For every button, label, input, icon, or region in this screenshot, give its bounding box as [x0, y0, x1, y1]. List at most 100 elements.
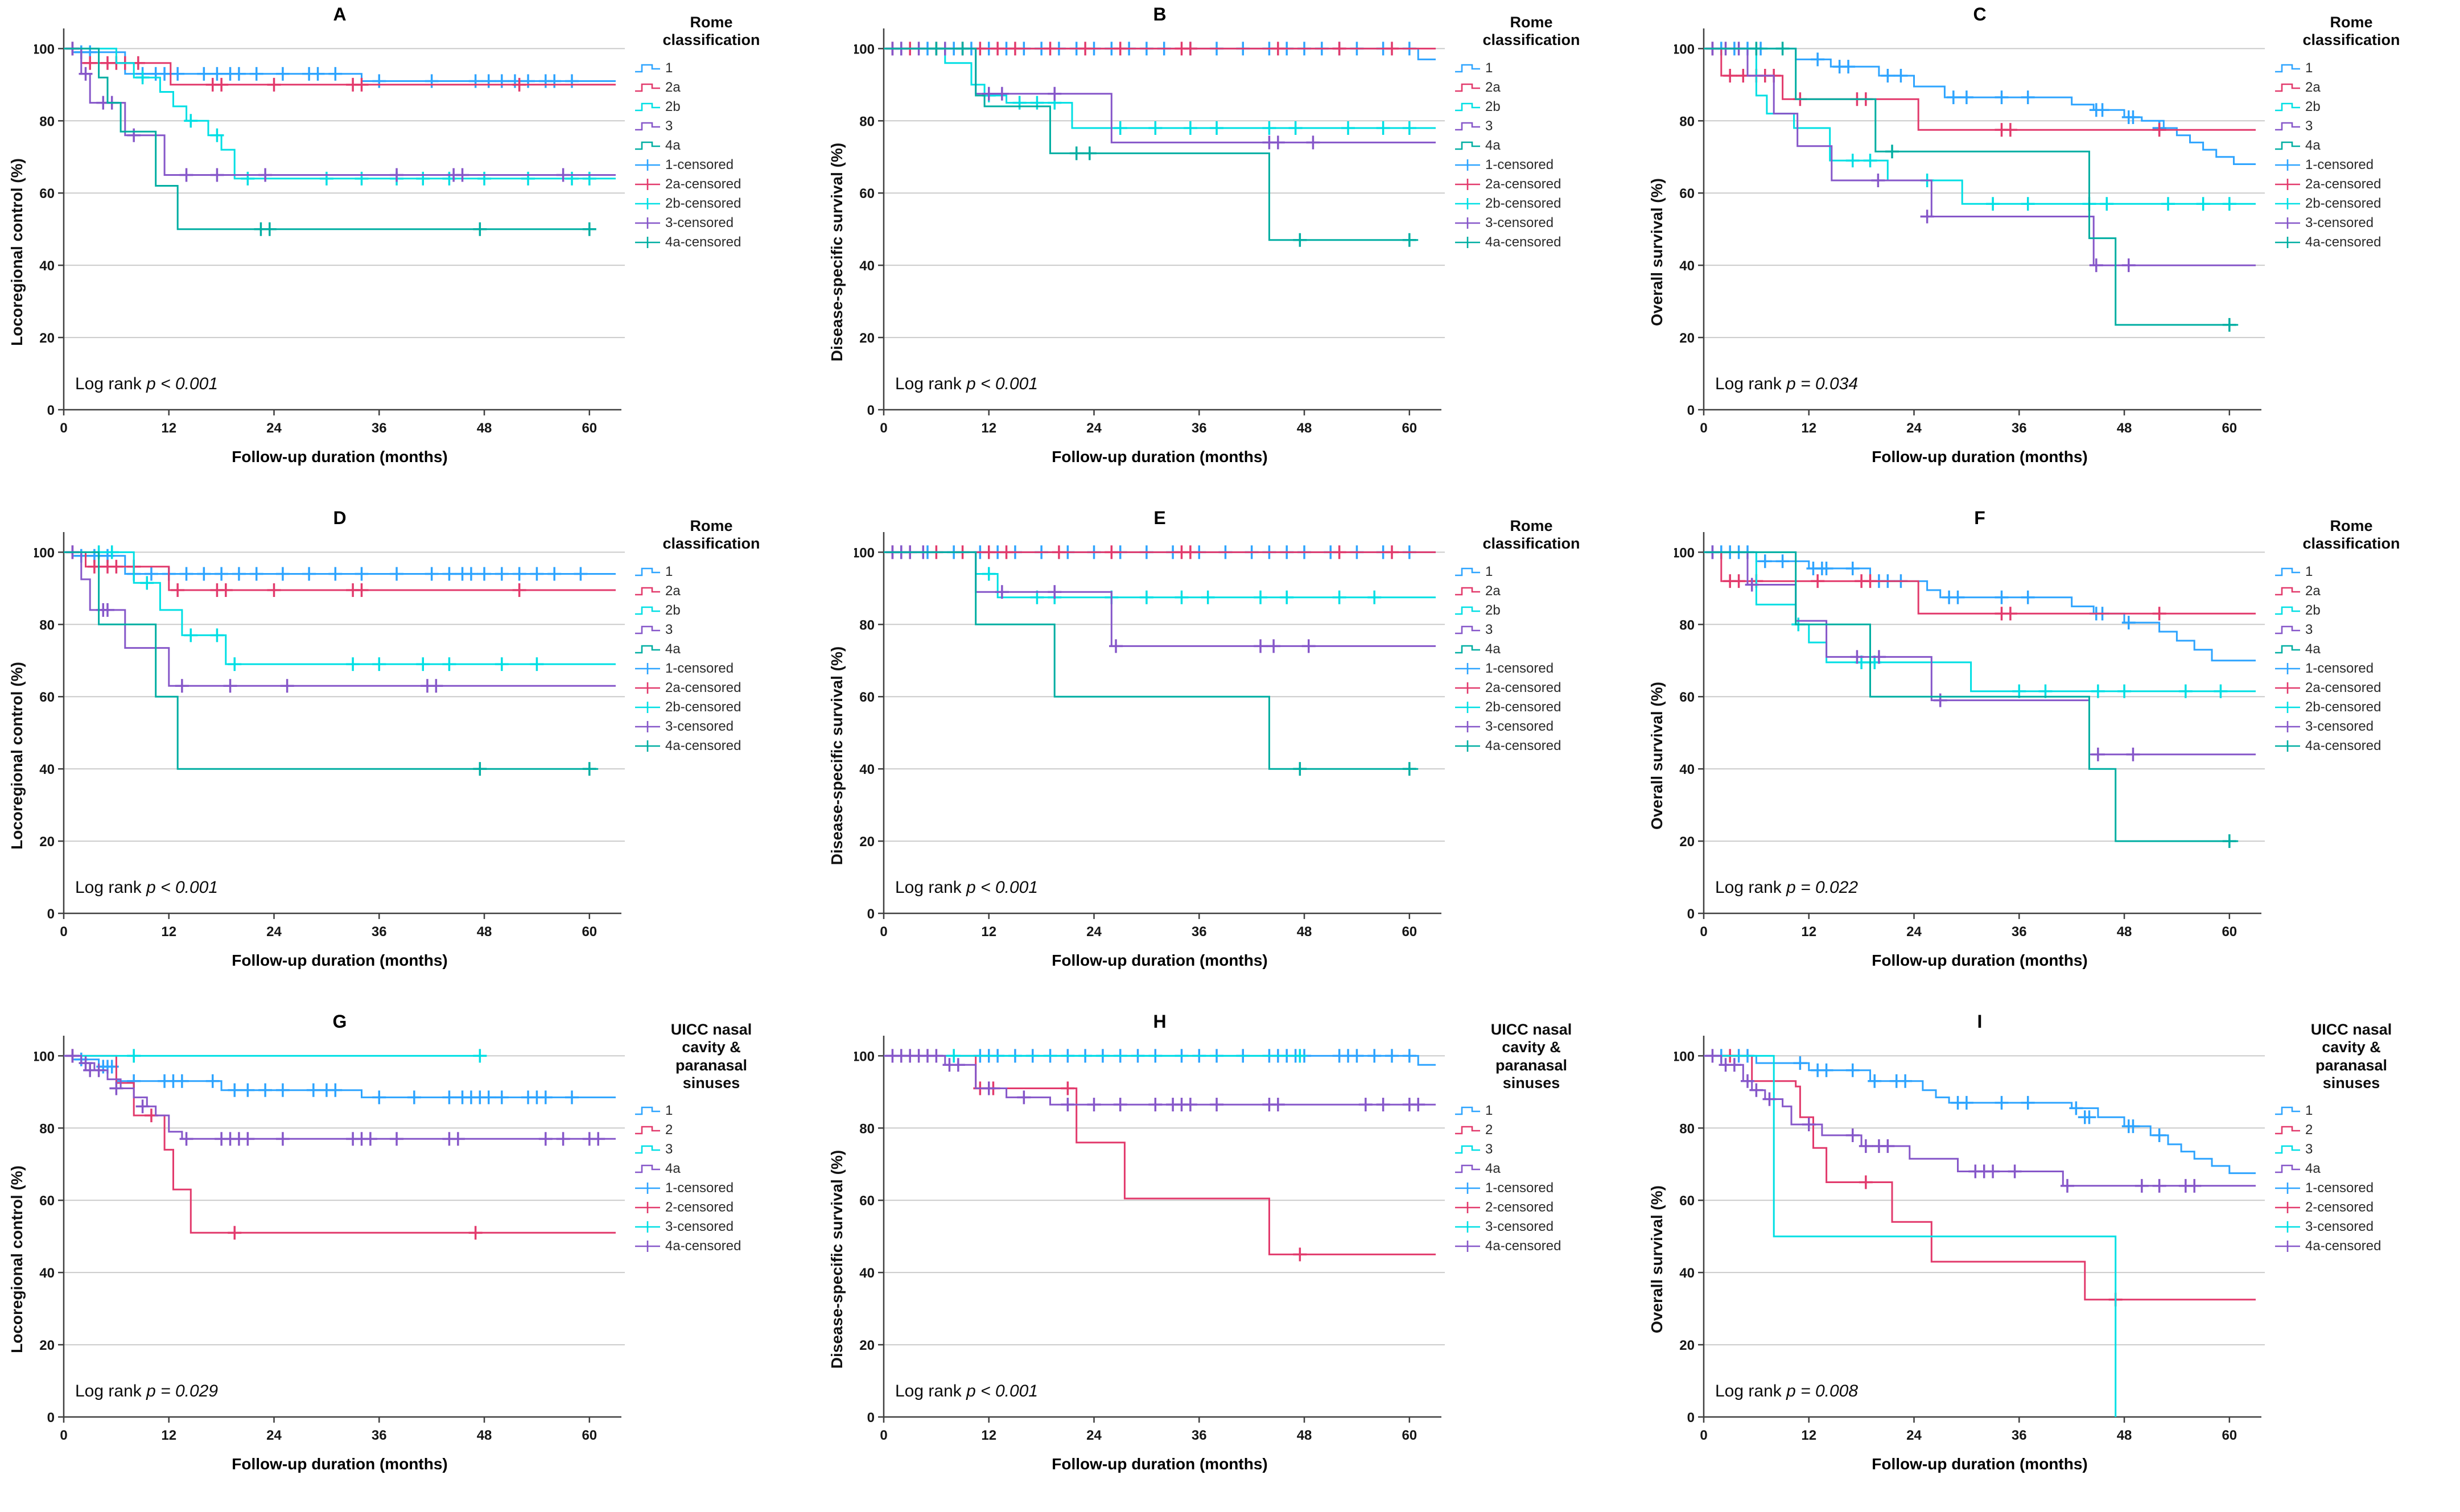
log-rank-p-value: p < 0.001 [966, 1382, 1038, 1400]
step-glyph [635, 625, 660, 634]
x-axis-title: Follow-up duration (months) [232, 1455, 447, 1473]
step-glyph [1455, 567, 1480, 576]
y-tick-label: 0 [47, 403, 55, 418]
legend-item-4a: 4a [1454, 136, 1634, 155]
legend-item-2b: 2b [634, 97, 814, 117]
legend-rome: Rome classification 1 2a 2b 3 4a 1-censored 2a-c… [626, 0, 814, 504]
step-line-icon [2275, 83, 2300, 92]
legend-item-3-censored: 3-censored [2274, 1217, 2454, 1237]
y-tick-label: 80 [859, 114, 875, 129]
step-glyph [2275, 625, 2300, 634]
x-tick-label: 24 [1086, 924, 1102, 940]
legend-item-2b: 2b [634, 601, 814, 620]
x-tick-label: 12 [1801, 421, 1816, 436]
log-rank-prefix: Log rank [75, 1382, 146, 1400]
series-4a-censor-marks [885, 1049, 1425, 1112]
series-4a-censor-marks [473, 762, 596, 776]
series-3-curve [1704, 551, 2256, 756]
y-tick-label: 20 [1679, 834, 1695, 850]
legend-item-4a: 4a [2274, 136, 2454, 155]
legend-item-label: 4a-censored [1485, 738, 1561, 753]
x-tick-label: 24 [266, 924, 282, 940]
legend-item-4a: 4a [634, 640, 814, 659]
x-tick-label: 36 [1192, 924, 1207, 940]
panel-title: D [333, 508, 346, 528]
legend-item-3-censored: 3-censored [1454, 213, 1634, 233]
series-2b-censor-marks [135, 71, 596, 186]
y-axis-title-box: Locoregional control (%) [0, 1007, 34, 1511]
legend-item-label: 2-censored [665, 1200, 734, 1216]
gridlines [64, 1055, 625, 1346]
legend-item-4a-censored: 4a-censored [2274, 233, 2454, 252]
legend-item-1: 1 [2274, 1101, 2454, 1120]
step-glyph [1455, 1126, 1480, 1135]
step-line-icon [2275, 567, 2300, 576]
legend-item-2b-censored: 2b-censored [634, 194, 814, 213]
y-tick-label: 0 [47, 907, 55, 922]
log-rank-p-value: p < 0.001 [966, 374, 1038, 393]
x-tick-label: 24 [1906, 1428, 1922, 1443]
step-glyph [2275, 567, 2300, 576]
legend-title: Rome classification [2266, 517, 2437, 553]
legend-rome: Rome classification 1 2a 2b 3 4a 1-censored 2a-c… [1446, 504, 1634, 1007]
log-rank-p-value: p = 0.008 [1786, 1382, 1858, 1400]
legend-item-4a: 4a [1454, 640, 1634, 659]
legend-title: Rome classification [2266, 14, 2437, 50]
legend-items: 1 2a 2b 3 4a 1-censored 2a-censored 2b-censored… [626, 562, 814, 756]
series-4a-censor-marks [1749, 42, 2236, 332]
panel-title: G [333, 1011, 347, 1032]
y-axis-title-box: Disease-specific survival (%) [820, 0, 854, 504]
y-tick-label: 60 [859, 186, 875, 201]
legend-item-2a: 2a [634, 78, 814, 97]
legend-item-2a-censored: 2a-censored [2274, 175, 2454, 194]
series-4a-censor-marks [1705, 1049, 2202, 1193]
series-4a-curve [1704, 1054, 2256, 1187]
log-rank-p-value: p = 0.034 [1786, 374, 1858, 393]
legend-item-label: 4a-censored [2305, 1238, 2381, 1254]
legend-item-2b: 2b [1454, 97, 1634, 117]
legend-title-line: paranasal [675, 1056, 748, 1074]
censor-plus-icon [2275, 217, 2300, 229]
legend-item-label: 4a-censored [665, 738, 741, 753]
legend-item-label: 3 [2305, 1142, 2313, 1157]
legend-title: Rome classification [626, 14, 797, 50]
log-rank-annotation: Log rank p < 0.001 [895, 374, 1038, 393]
legend-item-label: 1-censored [665, 1180, 734, 1196]
series-4a-curve [1704, 551, 2239, 842]
step-glyph [2275, 83, 2300, 92]
legend-item-label: 4a-censored [1485, 1238, 1561, 1254]
legend-item-label: 1 [2305, 60, 2313, 76]
legend-title-line: cavity & [2322, 1039, 2381, 1056]
y-tick-label: 40 [1679, 258, 1695, 274]
censor-plus-icon [2275, 662, 2300, 674]
step-glyph [1455, 606, 1480, 615]
step-line-icon [2275, 102, 2300, 111]
step-glyph [635, 1145, 660, 1154]
series-2a-censor-marks [1723, 574, 2166, 621]
legend-item-2a-censored: 2a-censored [634, 678, 814, 698]
step-glyph [1455, 83, 1480, 92]
y-tick-label: 80 [39, 617, 55, 633]
series-2a-censor-marks [1705, 42, 2166, 137]
x-tick-label: 12 [161, 924, 176, 940]
step-glyph [2275, 141, 2300, 150]
series-1-curve [64, 1054, 616, 1098]
legend-item-3: 3 [1454, 117, 1634, 136]
legend-item-3: 3 [1454, 1140, 1634, 1159]
step-line-icon [2275, 587, 2300, 595]
y-tick-label: 0 [1687, 403, 1695, 418]
log-rank-annotation: Log rank p = 0.029 [75, 1382, 218, 1400]
y-tick-label: 20 [39, 834, 55, 850]
legend-item-label: 4a [665, 1161, 681, 1177]
y-tick-label: 100 [34, 1049, 55, 1064]
step-line-icon [2275, 1145, 2300, 1154]
x-tick-label: 0 [60, 1428, 67, 1443]
series-1-censor-marks [1705, 545, 2136, 630]
step-line-icon [635, 1106, 660, 1115]
y-tick-label: 100 [854, 545, 875, 561]
censor-plus-icon [2275, 1183, 2300, 1194]
step-line-icon [1455, 1164, 1480, 1173]
step-line-icon [1455, 625, 1480, 634]
x-tick-label: 12 [981, 421, 996, 436]
y-tick-label: 0 [1687, 907, 1695, 922]
